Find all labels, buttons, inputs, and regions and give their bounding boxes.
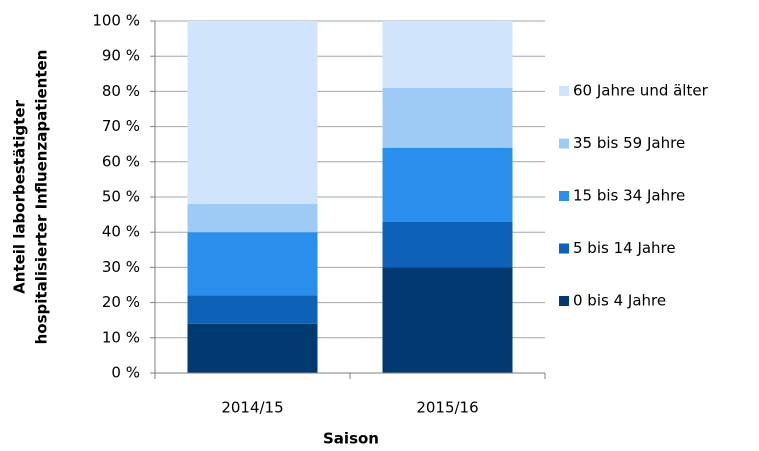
legend-label: 15 bis 34 Jahre (573, 187, 685, 205)
bar-segment (187, 232, 318, 296)
bar-segment (187, 295, 318, 324)
y-tick-label: 30 % (102, 258, 140, 276)
bar-segment (382, 87, 513, 148)
y-tick-label: 100 % (92, 12, 140, 30)
y-tick-label: 60 % (102, 152, 140, 170)
y-tick-label: 50 % (102, 188, 140, 206)
legend-swatch (559, 243, 569, 254)
y-tick-label: 90 % (102, 47, 140, 65)
legend-label: 60 Jahre und älter (573, 82, 709, 100)
legend-swatch (559, 86, 569, 96)
bar-segment (382, 147, 513, 222)
legend-swatch (559, 296, 569, 306)
bar-segment (382, 221, 513, 268)
bar-segment (187, 323, 318, 373)
y-axis-title: hospitalisierter Influenzapatienten (33, 50, 51, 345)
bar-segment (382, 21, 513, 88)
y-tick-label: 70 % (102, 117, 140, 135)
legend-label: 5 bis 14 Jahre (573, 239, 676, 257)
bar-segment (187, 21, 318, 205)
y-axis-title: Anteil laborbestätigter (11, 100, 29, 294)
x-axis-title: Saison (323, 430, 379, 448)
y-tick-label: 40 % (102, 223, 140, 241)
legend-label: 35 bis 59 Jahre (573, 134, 685, 152)
bar-segment (187, 204, 318, 233)
bar-segment (382, 267, 513, 373)
y-tick-label: 10 % (102, 328, 140, 346)
legend-swatch (559, 138, 569, 149)
y-tick-label: 80 % (102, 82, 140, 100)
legend-swatch (559, 191, 569, 201)
legend-label: 0 bis 4 Jahre (573, 292, 666, 310)
y-tick-label: 20 % (102, 293, 140, 311)
x-tick-label: 2014/15 (221, 399, 283, 417)
y-tick-label: 0 % (111, 364, 140, 382)
x-tick-label: 2015/16 (416, 399, 478, 417)
